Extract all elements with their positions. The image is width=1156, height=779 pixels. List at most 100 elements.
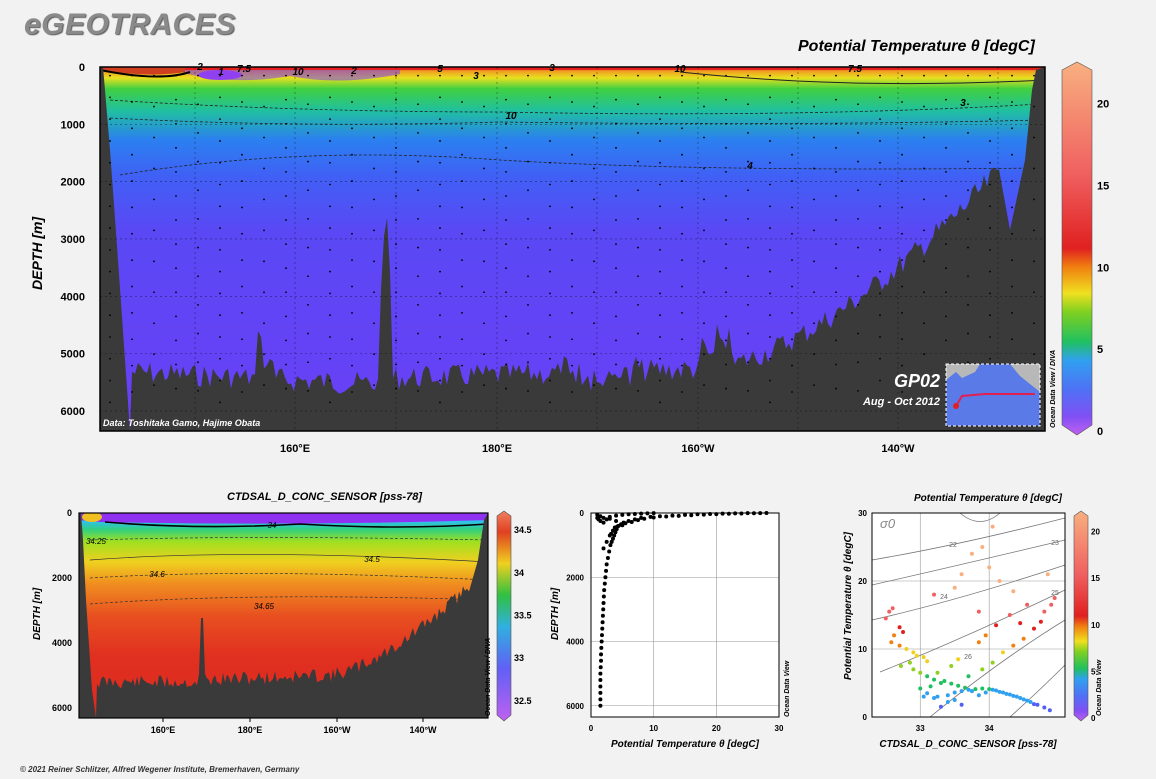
main-section-title: Potential Temperature θ [degC] <box>798 38 1035 55</box>
profile-point <box>614 519 619 524</box>
main-y-ticks: 0 1000 2000 3000 4000 5000 6000 <box>61 62 85 418</box>
ts-point <box>921 694 926 699</box>
isotherm-2 <box>119 154 1041 176</box>
station-sample-dots <box>109 74 1035 404</box>
ts-point <box>1000 690 1005 695</box>
profile-point <box>670 513 675 518</box>
main-contour-label: 7.5 <box>848 64 862 75</box>
ts-colorbar-tick: 10 <box>1091 621 1100 630</box>
profile-point <box>601 607 606 612</box>
main-section-plot <box>99 66 1046 432</box>
ts-odv-label: Ocean Data View <box>1096 659 1103 716</box>
ts-point <box>1018 695 1023 700</box>
ts-point <box>1000 650 1005 655</box>
salinity-section-plot <box>78 512 489 719</box>
profile-point <box>601 520 606 525</box>
data-credit: Data: Toshitaka Gamo, Hajime Obata <box>103 418 260 428</box>
profile-point <box>629 519 634 524</box>
profile-point <box>664 514 669 519</box>
ts-point <box>1035 702 1040 707</box>
sigma-isopycnal-label: 25 <box>1051 590 1059 597</box>
ts-point <box>1014 694 1019 699</box>
salinity-seafloor <box>79 513 488 718</box>
ts-point <box>897 643 902 648</box>
ts-point <box>976 609 981 614</box>
profile-point <box>604 562 609 567</box>
profile-point <box>598 514 603 519</box>
ts-point <box>928 684 933 689</box>
profile-point <box>689 513 694 518</box>
profile-point <box>726 511 731 516</box>
ts-point <box>990 660 995 665</box>
ts-point <box>949 664 954 668</box>
ts-point <box>932 677 937 682</box>
ts-point <box>1028 700 1033 705</box>
cruise-dates: Aug - Oct 2012 <box>862 396 940 408</box>
main-contour-label: 2 <box>350 66 357 77</box>
profile-point <box>600 626 605 631</box>
profile-point <box>598 690 603 695</box>
ts-point <box>1049 602 1054 607</box>
ts-point <box>1011 693 1016 698</box>
profile-point <box>610 536 615 541</box>
main-y-tick-label: 2000 <box>61 177 85 189</box>
cruise-track <box>955 393 1035 407</box>
ts-point <box>966 687 971 692</box>
profile-point <box>604 568 609 573</box>
main-contour-label: 2 <box>196 62 203 73</box>
ts-point <box>1038 619 1043 624</box>
main-contour-label: 10 <box>674 64 686 75</box>
salinity-colorbar-tick: 32.5 <box>514 696 532 706</box>
ts-point <box>921 655 926 660</box>
main-contour-label: 4 <box>746 161 753 172</box>
ts-point <box>1045 572 1050 577</box>
main-y-tick-label: 0 <box>79 62 85 74</box>
ts-point <box>952 698 957 702</box>
salinity-colorbar-tick: 33 <box>514 653 524 663</box>
main-contour-label: 3 <box>473 71 479 82</box>
main-contour-label: 10 <box>292 67 304 78</box>
ts-point <box>956 657 961 662</box>
profile-point <box>608 543 613 548</box>
profile-point <box>605 555 610 560</box>
ts-point <box>1004 691 1009 696</box>
main-contour-label: 5 <box>437 64 443 75</box>
salinity-y-tick-label: 2000 <box>52 573 72 583</box>
profile-y-tick-label: 4000 <box>566 638 584 647</box>
ts-x-tick-label: 34 <box>985 724 994 733</box>
main-odv-label: Ocean Data View / DIVA <box>1050 350 1057 428</box>
salinity-y-tick-label: 4000 <box>52 638 72 648</box>
main-contour-label: 1 <box>218 67 224 78</box>
ts-point <box>901 630 906 634</box>
ts-point <box>942 678 947 683</box>
salinity-contour-label: 34.5 <box>364 555 380 564</box>
profile-point <box>639 515 644 520</box>
profile-point <box>595 515 600 520</box>
ts-y-tick-label: 0 <box>863 713 868 722</box>
profile-point <box>623 521 628 526</box>
isohaline-34 <box>104 521 488 528</box>
ts-point <box>1052 596 1057 600</box>
profile-point <box>602 581 607 586</box>
profile-point <box>600 613 605 618</box>
ts-point <box>938 681 943 685</box>
profile-point <box>595 512 600 517</box>
ts-point <box>911 650 916 655</box>
ts-point <box>925 674 930 679</box>
profile-point <box>639 511 644 516</box>
salinity-contour-label: 34.25 <box>86 537 107 546</box>
profile-point <box>676 513 681 518</box>
main-y-tick-label: 5000 <box>61 349 85 361</box>
profile-point <box>642 516 647 521</box>
profile-point <box>604 539 609 544</box>
profile-x-tick-label: 20 <box>712 724 721 733</box>
salinity-colorbar-tick: 34.5 <box>514 525 532 535</box>
profile-point <box>620 512 625 517</box>
profile-y-tick-label: 0 <box>580 509 585 518</box>
main-colorbar-tick: 20 <box>1097 99 1109 111</box>
salinity-x-tick-label: 140°W <box>409 725 437 735</box>
salinity-colorbar-tick: 34 <box>514 568 524 578</box>
ts-colorbar: 0 5 10 15 20 <box>1073 510 1100 723</box>
map-land-america <box>1010 364 1040 392</box>
ts-point <box>959 689 964 694</box>
